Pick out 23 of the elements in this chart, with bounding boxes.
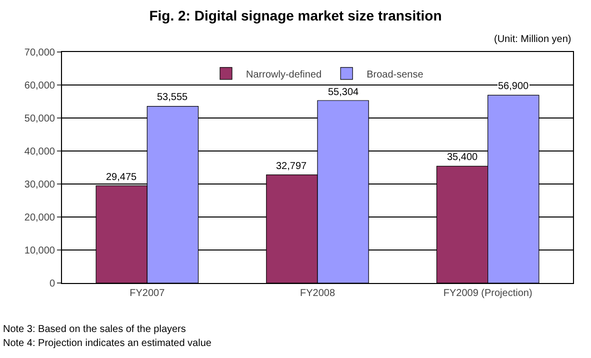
y-tick-label: 20,000 [24,212,56,224]
text: Note 4: Projection indicates an estimated value [3,338,212,349]
data-label: 55,304 [328,87,360,98]
data-label: 35,400 [447,152,478,163]
x-tick-label: FY2008 [300,288,336,299]
x-tick-label: FY2009 (Projection) [443,288,532,299]
y-tick-label: 70,000 [24,48,56,58]
legend-label: Narrowly-defined [246,69,322,80]
data-label: 29,475 [106,172,138,183]
y-tick-label: 10,000 [24,246,56,256]
data-label: 56,900 [498,81,530,92]
y-tick-label: 30,000 [24,180,56,190]
text: Note 3: Based on the sales of the players [3,324,186,335]
y-tick-label: 50,000 [24,114,56,124]
text: (Unit: Million yen) [494,34,572,45]
x-tick-label: FY2007 [130,288,166,299]
y-tick-label: 0 [49,278,56,290]
chart-title: Fig. 2: Digital signage market size transition [149,8,442,24]
y-tick-label: 60,000 [24,80,56,92]
data-label: 53,555 [157,92,188,103]
data-label: 32,797 [276,161,308,172]
y-tick-label: 40,000 [24,146,56,158]
legend-label: Broad-sense [366,69,424,80]
